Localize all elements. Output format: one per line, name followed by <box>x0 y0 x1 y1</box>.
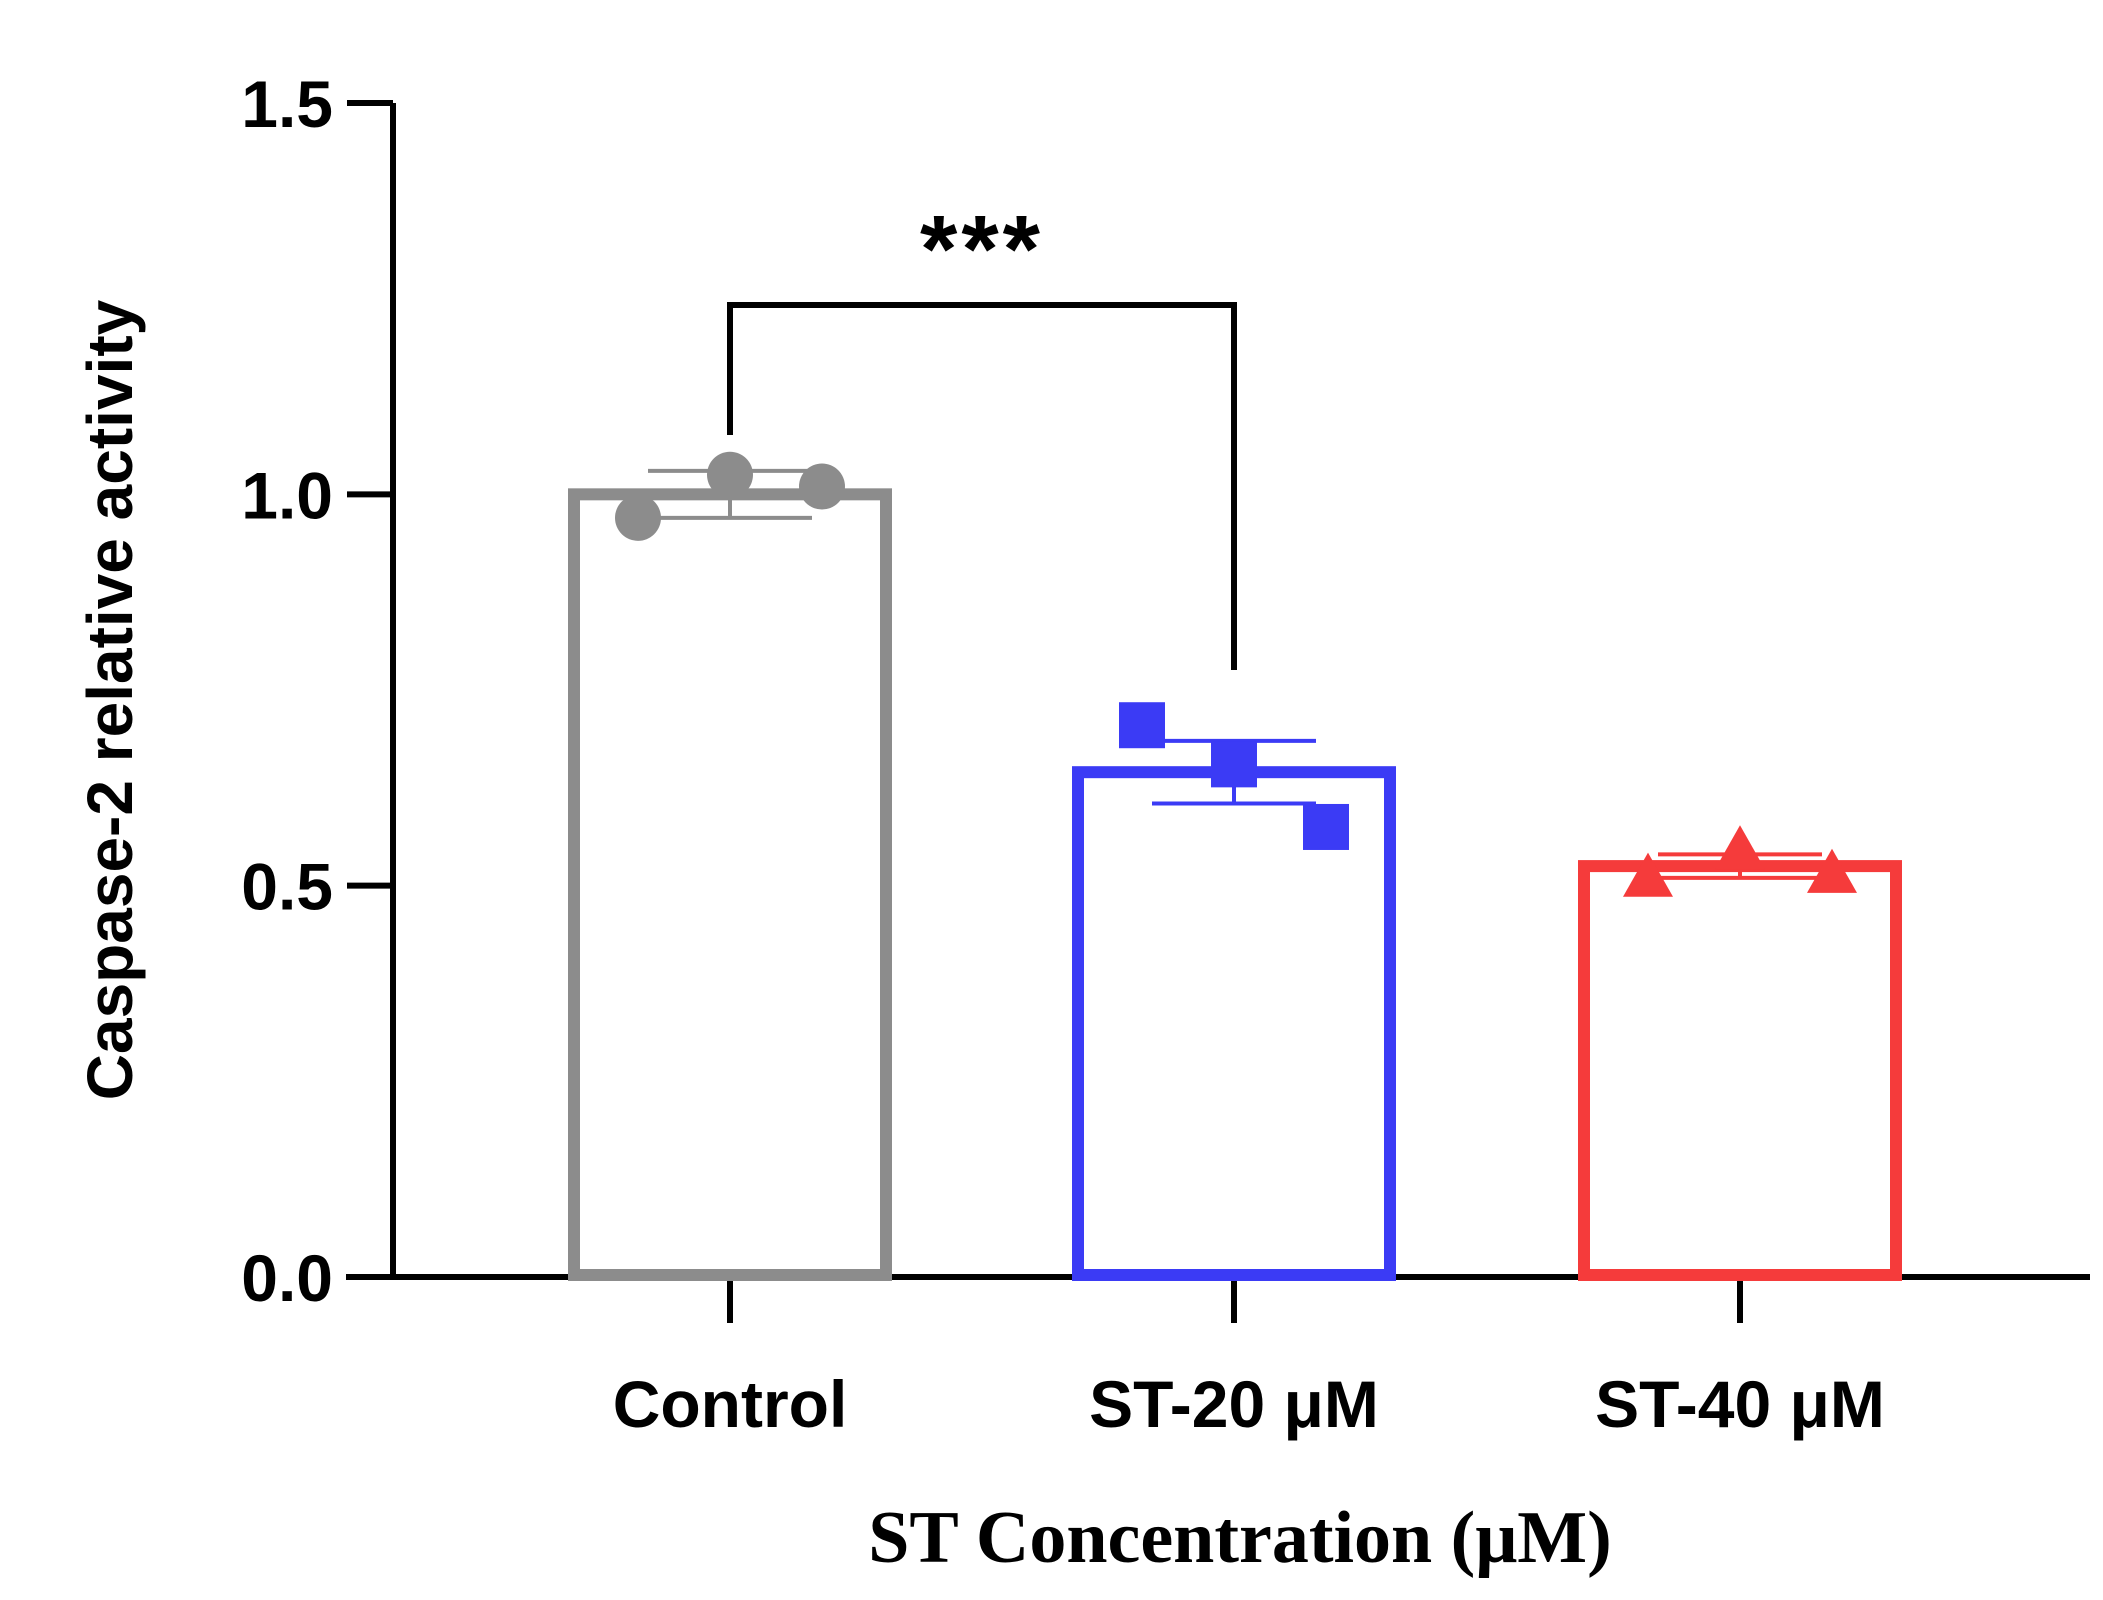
y-tick-label: 1.0 <box>241 458 333 532</box>
data-point <box>1715 825 1765 870</box>
y-ticks: 0.0 0.5 1.0 1.5 <box>241 67 393 1315</box>
x-tick-label: ST-20 μM <box>1089 1367 1379 1441</box>
significance-bracket: *** <box>727 196 1237 670</box>
data-points <box>615 451 1857 897</box>
x-axis-label: ST Concentration (μM) <box>868 1497 1612 1579</box>
significance-label: *** <box>920 196 1044 303</box>
bar <box>568 488 892 1282</box>
data-point <box>799 463 845 510</box>
data-point <box>1211 741 1257 788</box>
data-point <box>1807 848 1857 893</box>
y-tick-label: 0.0 <box>241 1241 333 1315</box>
x-tick-label: ST-40 μM <box>1595 1367 1885 1441</box>
bar <box>1578 860 1902 1281</box>
data-point <box>707 451 753 498</box>
y-axis-label: Caspase-2 relative activity <box>74 299 146 1100</box>
x-ticks: Control ST-20 μM ST-40 μM <box>613 1277 1885 1441</box>
x-tick-label: Control <box>613 1367 848 1441</box>
data-point <box>1119 702 1165 749</box>
y-tick-label: 0.5 <box>241 850 333 924</box>
significance-line <box>727 302 1237 670</box>
data-point <box>1303 803 1349 850</box>
data-point <box>1623 852 1673 897</box>
data-point <box>615 494 661 541</box>
y-tick-label: 1.5 <box>241 67 333 141</box>
